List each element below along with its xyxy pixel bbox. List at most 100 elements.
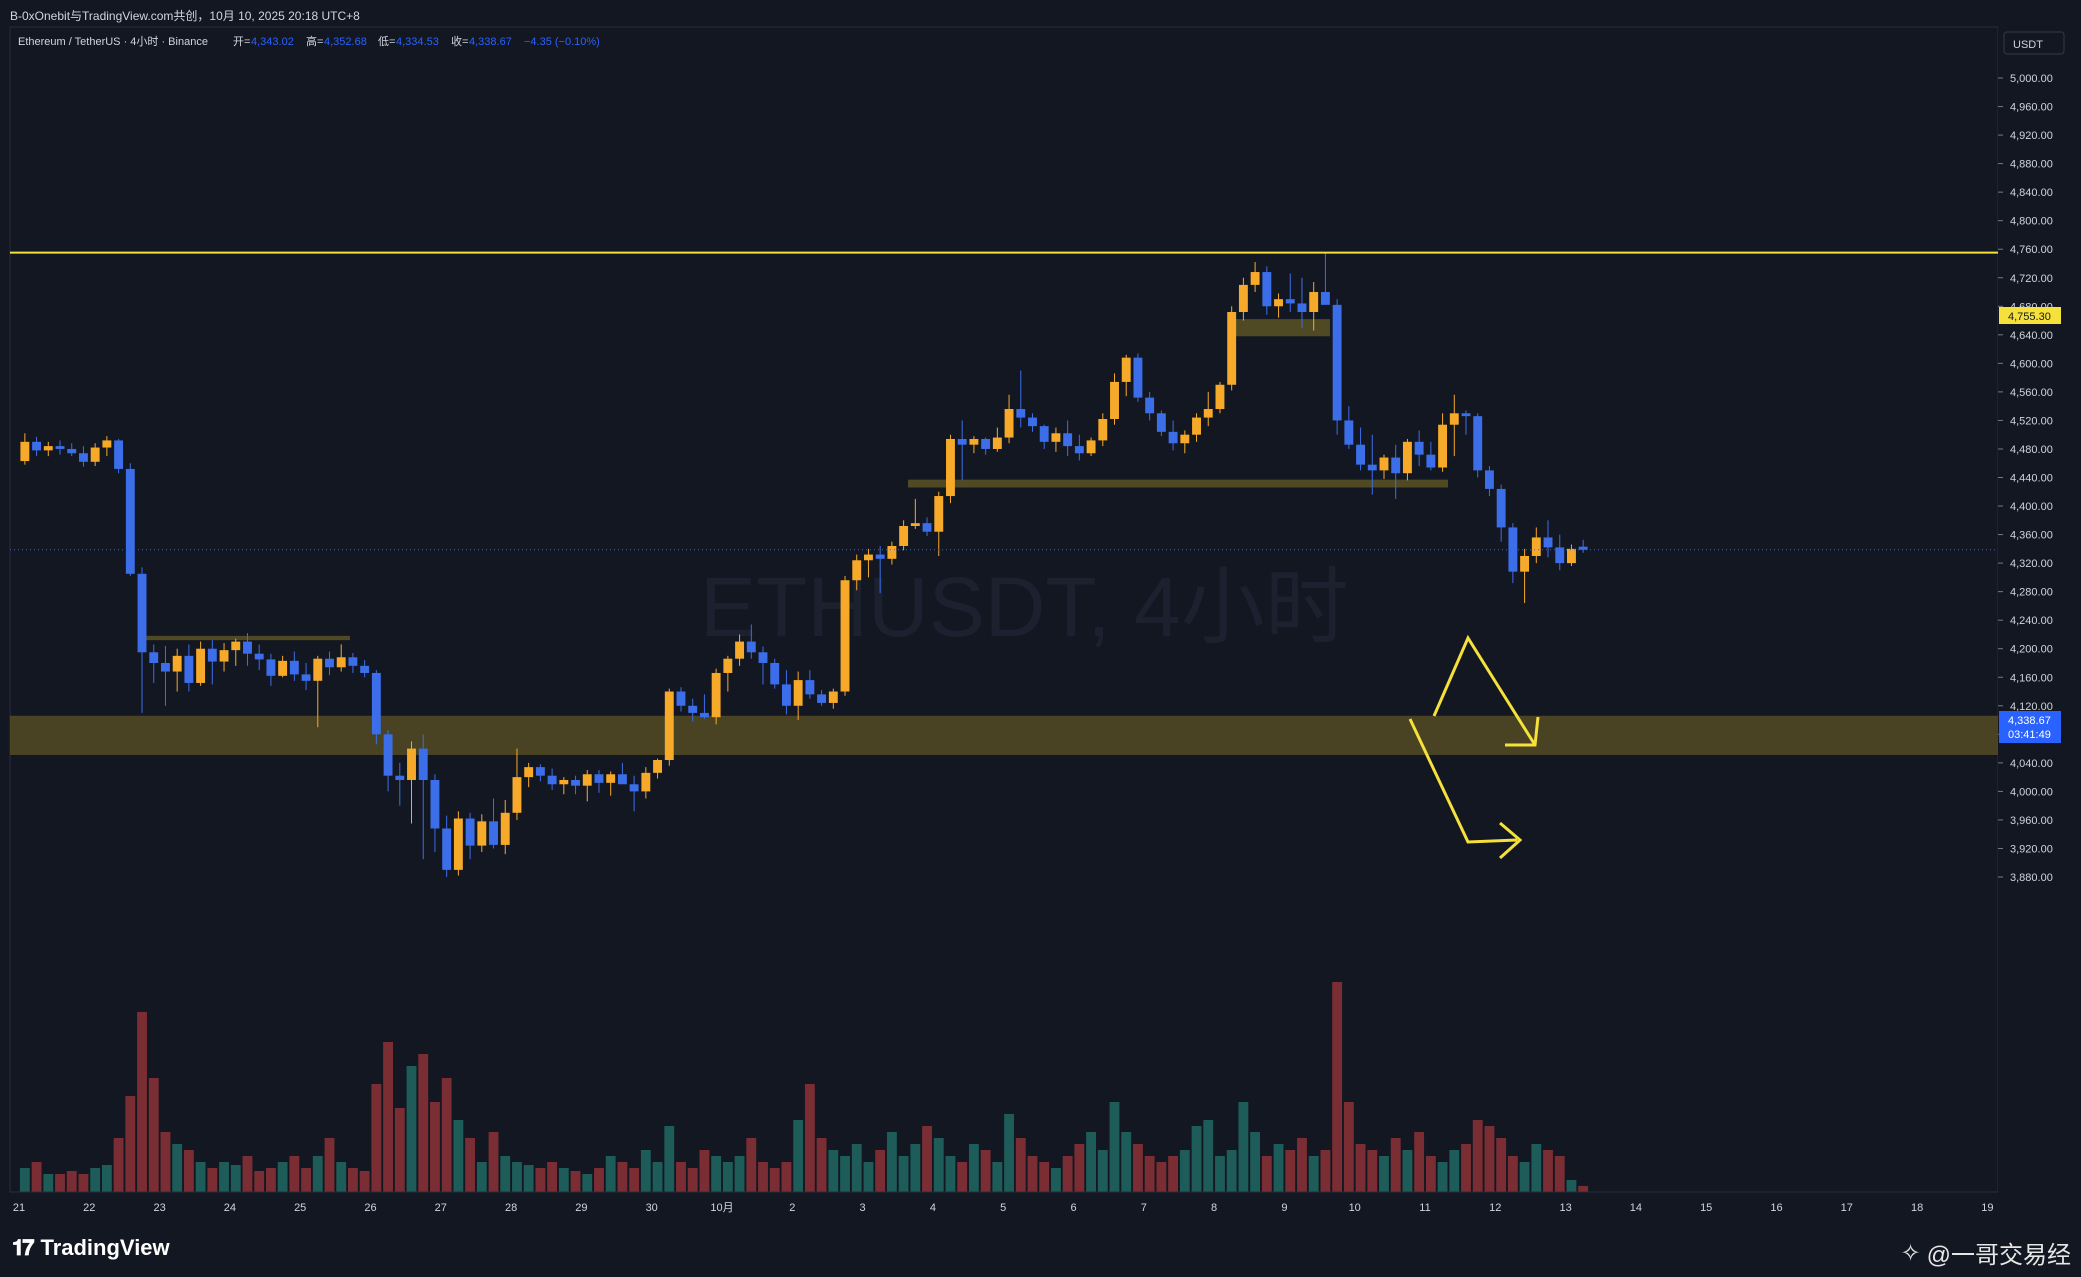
volume-bar <box>1004 1114 1014 1192</box>
volume-bar <box>66 1171 77 1192</box>
volume-bar <box>629 1168 640 1192</box>
candle-body <box>1262 272 1272 307</box>
legend-low-label: 低= <box>378 35 395 48</box>
candle-body <box>594 774 604 783</box>
volume-bar <box>1543 1150 1553 1192</box>
legend-change: −4.35 (−0.10%) <box>524 36 600 48</box>
candle-body <box>418 748 428 780</box>
volume-bar <box>1461 1144 1471 1192</box>
time-tick-label: 6 <box>1070 1202 1076 1214</box>
candle-body <box>1344 420 1354 445</box>
price-tick-label: 4,880.00 <box>2010 159 2053 171</box>
time-tick-label: 3 <box>860 1202 866 1214</box>
candle-body <box>1356 444 1366 465</box>
candle-body <box>20 441 30 462</box>
time-tick-label: 2 <box>789 1202 795 1214</box>
tradingview-brand: TradingView <box>40 1235 170 1260</box>
price-tick-label: 4,640.00 <box>2010 330 2053 342</box>
candle-body <box>243 641 252 654</box>
volume-bar <box>453 1120 464 1192</box>
candle-body <box>278 660 288 676</box>
chart-area[interactable]: ETHUSDT, 4小时 Ethereum / TetherUS · 4小时 ·… <box>0 26 2081 1217</box>
volume-bar <box>1156 1162 1167 1192</box>
candle-body <box>781 684 791 706</box>
volume-bar <box>617 1162 628 1192</box>
projection-arrow-up-down <box>1432 634 1537 746</box>
candle-body <box>67 448 77 454</box>
legend-close-label: 收= <box>451 34 468 48</box>
volume-bar <box>898 1156 909 1192</box>
volume-bar <box>1062 1156 1073 1192</box>
price-tick-label: 5,000.00 <box>2010 73 2053 85</box>
volume-bar <box>957 1162 968 1192</box>
candle-body <box>489 821 498 845</box>
volume-bar <box>676 1162 686 1192</box>
volume-bar <box>1273 1144 1284 1192</box>
candle-body <box>43 446 53 451</box>
volume-bar <box>1051 1168 1061 1192</box>
candle-body <box>606 774 616 783</box>
candle-body <box>512 777 522 813</box>
candle-body <box>992 437 1002 449</box>
volume-bar <box>312 1156 323 1192</box>
currency-button[interactable] <box>2003 31 2065 55</box>
candle-body <box>301 674 311 681</box>
volume-bar <box>242 1156 253 1192</box>
price-tick-label: 4,720.00 <box>2010 273 2053 285</box>
candle-body <box>817 694 827 703</box>
level-price-tag-text: 4,755.30 <box>2008 311 2051 323</box>
price-chart[interactable]: ETHUSDT, 4小时 Ethereum / TetherUS · 4小时 ·… <box>0 26 2081 1217</box>
volume-bar <box>1414 1132 1425 1192</box>
candle-body <box>1192 417 1201 435</box>
candle-body <box>887 545 897 559</box>
volume-bar <box>1238 1102 1249 1192</box>
volume-bar <box>922 1126 932 1192</box>
volume-bar <box>1297 1138 1307 1192</box>
candle-body <box>102 440 112 448</box>
volume-bar <box>476 1162 487 1192</box>
volume-bar <box>699 1150 710 1192</box>
volume-bar <box>1203 1120 1214 1192</box>
time-tick-label: 28 <box>505 1202 517 1214</box>
price-tick-label: 4,520.00 <box>2010 415 2053 427</box>
candle-body <box>1168 431 1178 444</box>
volume-bar <box>1449 1150 1460 1192</box>
price-tick-label: 4,440.00 <box>2010 473 2053 485</box>
volume-bar <box>828 1150 839 1192</box>
volume-bar <box>1379 1156 1389 1192</box>
candle-body <box>1121 357 1131 382</box>
time-scale[interactable]: 21 22 23 24 25 26 27 28 29 30 10月 2 3 4 5 6 7 8 9 10 11 12 13 1… <box>10 1191 1998 1214</box>
volume-bar <box>1250 1132 1261 1192</box>
volume-bar <box>863 1162 874 1192</box>
lines-layer <box>10 251 1998 551</box>
time-tick-label: 10月 <box>710 1202 733 1214</box>
candle-body <box>864 554 873 561</box>
candle-body <box>617 774 627 785</box>
candle-body <box>770 662 780 685</box>
candle-body <box>1203 409 1213 418</box>
time-tick-label: 16 <box>1770 1202 1782 1214</box>
volume-bar <box>43 1174 54 1192</box>
price-tick-label: 3,960.00 <box>2010 815 2053 827</box>
countdown-text: 03:41:49 <box>2008 729 2051 741</box>
volume-bar <box>652 1162 663 1192</box>
candles-layer <box>20 252 1588 877</box>
volume-bar <box>594 1168 604 1192</box>
candle-body <box>1332 304 1342 421</box>
volume-bar <box>1121 1132 1132 1192</box>
volume-bar <box>1285 1150 1296 1192</box>
candle-body <box>266 659 276 676</box>
volume-bar <box>301 1168 311 1192</box>
legend-high-value: 4,352.68 <box>324 36 367 48</box>
price-tick-label: 4,280.00 <box>2010 587 2053 599</box>
volume-bar <box>219 1162 229 1192</box>
candle-body <box>453 818 463 870</box>
projection-arrow-down <box>1408 718 1518 844</box>
price-scale[interactable]: USDT 5,000.00 4,960.00 4,920.00 4,880.00 4,8… <box>1998 26 2081 1217</box>
candle-body <box>571 779 580 786</box>
volume-bar <box>1144 1156 1155 1192</box>
candle-body <box>184 655 194 683</box>
candle-body <box>442 828 452 870</box>
tradingview-logo[interactable]: 𝟏𝟕 TradingView <box>12 1235 170 1261</box>
candle-body <box>910 523 920 527</box>
